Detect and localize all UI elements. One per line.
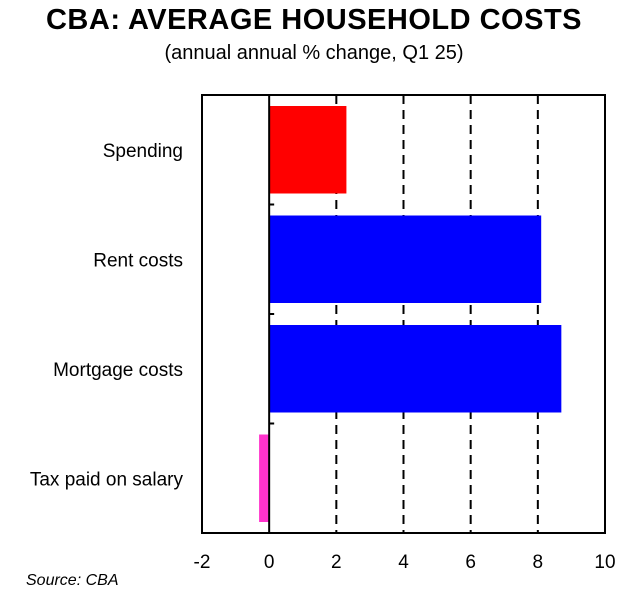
bar (259, 434, 270, 522)
x-tick-label: 4 (398, 552, 409, 573)
source-note: Source: CBA (26, 572, 119, 589)
category-label: Spending (103, 141, 183, 162)
bar (269, 325, 562, 413)
x-tick-label: 6 (465, 552, 476, 573)
category-label: Mortgage costs (53, 360, 183, 381)
plot-frame (201, 94, 606, 534)
x-tick-label: 8 (533, 552, 544, 573)
chart-subtitle: (annual annual % change, Q1 25) (164, 42, 464, 64)
bar (269, 215, 542, 303)
bar (269, 106, 347, 194)
x-tick-label: -2 (194, 552, 211, 573)
x-tick-label: 10 (594, 552, 615, 573)
x-tick-label: 2 (331, 552, 342, 573)
category-label: Rent costs (93, 250, 183, 271)
x-tick-label: 0 (264, 552, 275, 573)
category-label: Tax paid on salary (30, 469, 184, 490)
chart-title: CBA: AVERAGE HOUSEHOLD COSTS (45, 4, 583, 36)
